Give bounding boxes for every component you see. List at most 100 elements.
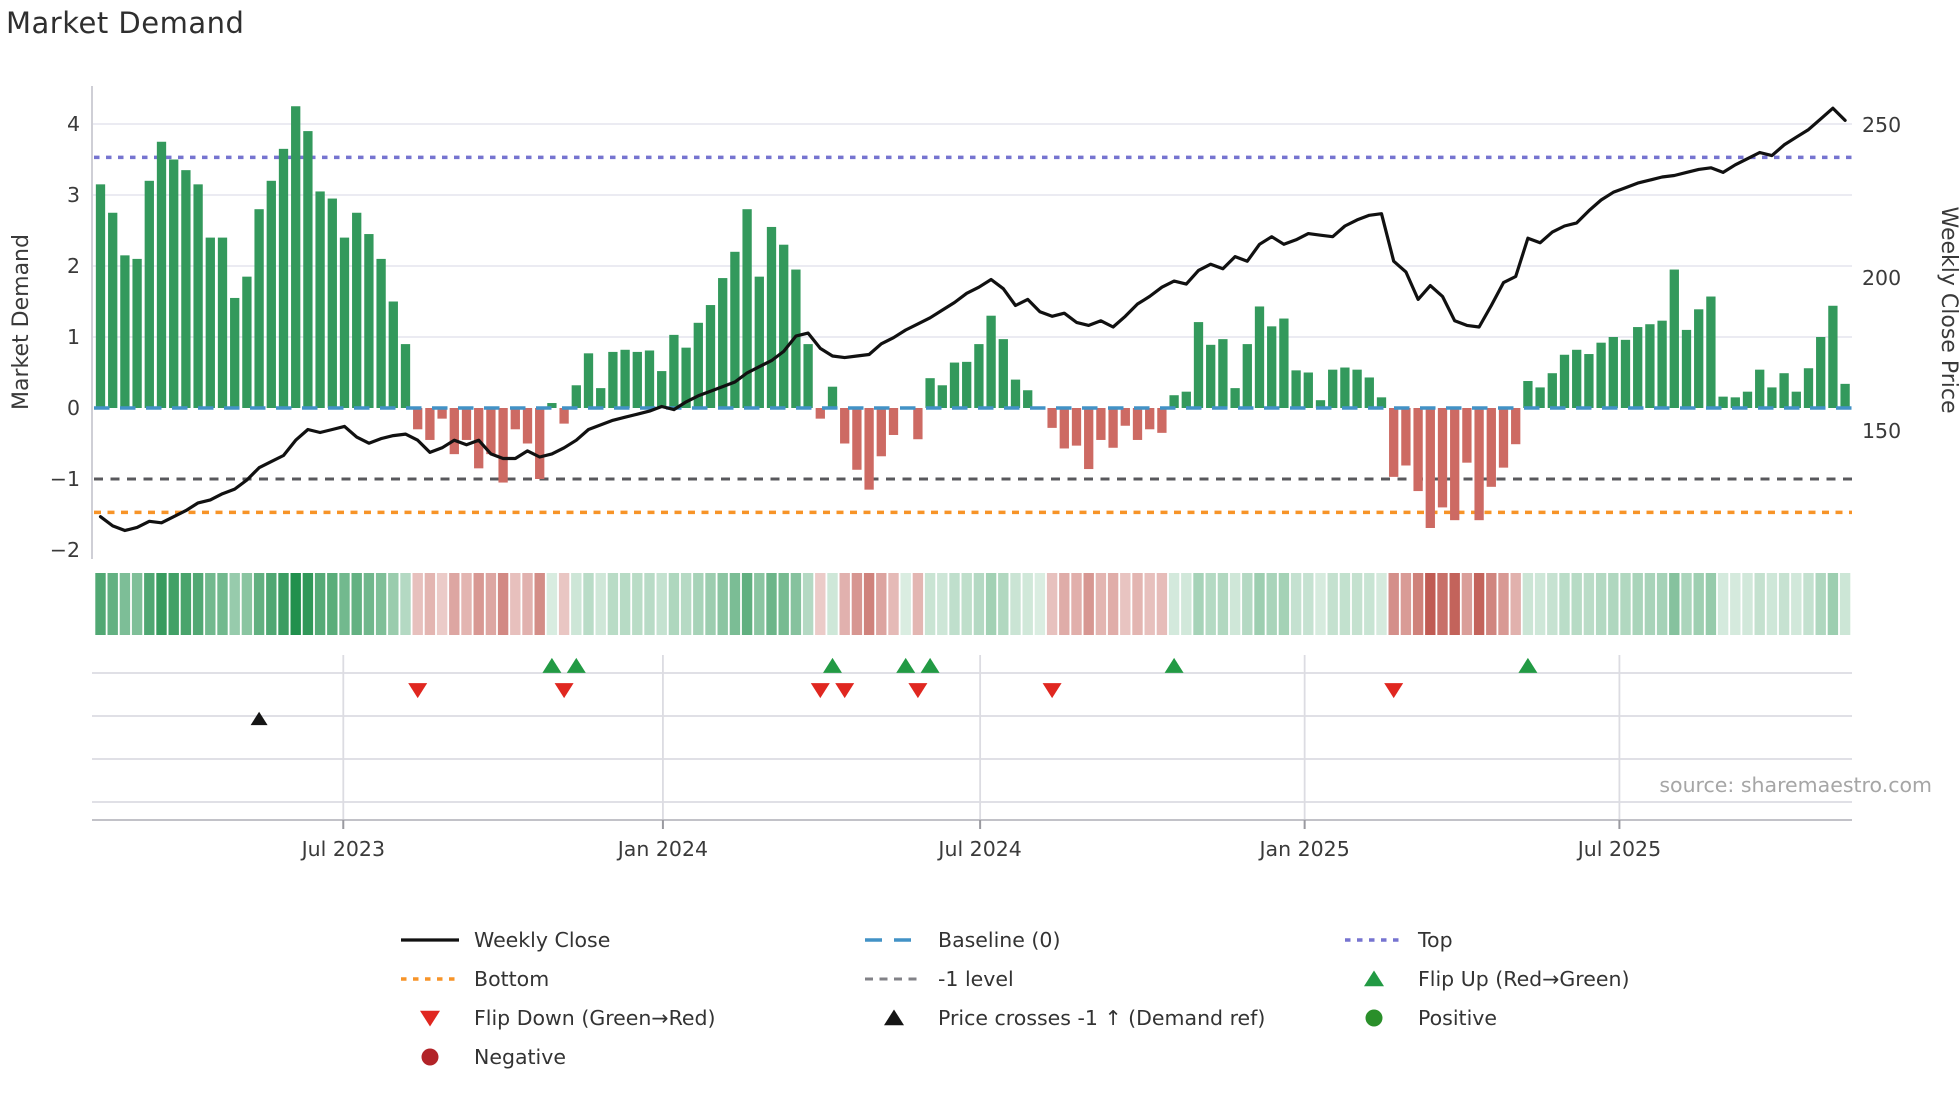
demand-bar [742,209,752,408]
heatmap-cell [1254,573,1265,635]
demand-bar [1291,370,1301,408]
demand-bar [1559,354,1570,408]
demand-bar [1755,369,1765,408]
heatmap-cell [985,573,997,635]
heatmap-cell [1559,573,1570,635]
demand-bar [1462,408,1472,463]
heatmap-cell [1510,573,1521,635]
flip-up-marker [823,657,842,673]
demand-bar [571,385,581,408]
heatmap-cell [1156,573,1168,635]
heatmap-cell [827,573,838,635]
heatmap-cell [1449,573,1460,635]
heatmap-cell [595,573,606,635]
demand-bar [1145,408,1155,430]
demand-bar [583,353,594,408]
demand-bar [791,269,801,408]
flip-up-marker [542,657,562,673]
heatmap-cell [1278,573,1290,635]
heatmap-cell [778,573,789,635]
left-axis-tick-label: 2 [67,254,80,278]
demand-bar [730,251,740,408]
heatmap-cell [205,573,216,635]
heatmap-cell [1644,573,1656,635]
right-axis-tick-label: 250 [1862,113,1901,137]
demand-bar [437,408,447,419]
heatmap-cell [888,573,899,635]
demand-bar [864,408,874,490]
heatmap-cell [619,573,631,635]
heatmap-cell [949,573,960,635]
heatmap-cell [1803,573,1814,635]
heatmap-cell [1681,573,1692,635]
legend-item-label: Weekly Close [474,928,611,952]
legend-item-label: Top [1418,928,1453,952]
heatmap-cell [1608,573,1619,635]
demand-bar [876,408,886,457]
demand-bar [498,408,508,483]
demand-bar [1681,329,1692,408]
demand-bar [1669,269,1679,408]
right-axis-title: Weekly Close Price [1936,207,1960,414]
flip-down-marker [408,683,428,699]
weekly-close-polyline [98,106,1847,533]
demand-bar [913,408,923,440]
legend-item: Negative [398,1044,566,1070]
demand-bar [1474,408,1484,521]
heatmap-cell [1376,573,1387,635]
heatmap-cell [705,573,716,635]
demand-bar [1059,408,1069,449]
legend-item: Price crosses -1 ↑ (Demand ref) [862,1005,1265,1031]
flip-down-marker [1384,683,1404,699]
heatmap-cell [217,573,228,635]
heatmap-cell [1144,573,1155,635]
demand-bar [169,159,179,408]
heatmap-cell [1351,573,1363,635]
demand-bar [559,408,569,424]
demand-bar [474,408,484,469]
flip-down-marker [554,683,574,699]
heatmap-cell [1083,573,1094,635]
right-axis-tick-label: 150 [1862,419,1901,443]
flip-up-marker [1518,657,1538,673]
legend-item-label: Bottom [474,967,550,991]
axis-labels: 4 3 2 1 0 −1 −2 250 200 150 Jul 2023 Jan 2024 Jul 20… [9,112,1960,861]
demand-bar [254,209,264,408]
demand-bar [1791,391,1801,408]
demand-bar [888,408,899,435]
demand-bar [669,334,679,408]
demand-bar [1645,324,1655,408]
heatmap-cell [1547,573,1558,635]
demand-bar [1572,349,1582,408]
heatmap-cell [693,573,704,635]
x-axis-tick-label: Jan 2024 [616,837,708,861]
heatmap-cell [1595,573,1607,635]
heatmap-cell [1168,573,1180,635]
heatmap-cell [766,573,777,635]
demand-bar [1230,388,1240,408]
demand-bar [632,351,642,408]
heatmap-cell [851,573,863,635]
heatmap-cell [168,573,179,635]
demand-bar [693,322,703,408]
heatmap-cell [1071,573,1082,635]
heatmap-cell [1181,573,1192,635]
heatmap-cell [95,573,106,635]
left-axis-tick-label: 0 [67,396,80,420]
heatmap-cell [1266,573,1277,635]
heatmap-cell [1242,573,1253,635]
demand-bar [1108,408,1118,448]
demand-bar [352,212,362,408]
heatmap-cell [1059,573,1070,635]
demand-bar [108,212,118,408]
heatmap-cell [497,573,509,635]
demand-bar [120,255,130,408]
heatmap-cell [729,573,741,635]
heatmap-cell [436,573,448,635]
demand-bar [937,385,947,408]
heatmap-cell [571,573,582,635]
heatmap-cell [1095,573,1107,635]
heatmap-cell [1815,573,1826,635]
heatmap-cell [1669,573,1680,635]
demand-bar [1535,387,1545,408]
